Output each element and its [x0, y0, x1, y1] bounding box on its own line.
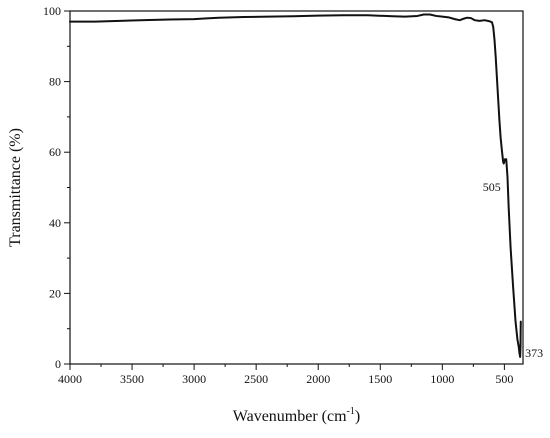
x-tick-label: 1500: [368, 372, 392, 386]
x-axis-title: Wavenumber (cm-1): [233, 406, 360, 425]
plot-frame-group: [69, 10, 524, 365]
x-tick-label: 3500: [120, 372, 144, 386]
x-axis-title-main: Wavenumber (cm: [233, 408, 347, 425]
x-tick-label: 1000: [430, 372, 454, 386]
x-axis-title-tail: ): [355, 408, 360, 425]
y-axis-title: Transmittance (%): [7, 128, 24, 247]
peak-annotation: 505: [483, 180, 501, 194]
series-group: [69, 13, 522, 358]
x-tick-label: 2500: [244, 372, 268, 386]
series-line: [69, 13, 522, 358]
plot-frame: [69, 10, 524, 365]
y-tick-label: 80: [49, 75, 61, 89]
y-tick-label: 100: [43, 4, 61, 18]
y-tick-label: 0: [55, 357, 61, 371]
x-tick-label: 3000: [182, 372, 206, 386]
x-tick-label: 2000: [306, 372, 330, 386]
x-tick-label: 500: [495, 372, 513, 386]
y-tick-label: 60: [49, 145, 61, 159]
x-axis-title-superscript: -1: [347, 406, 355, 417]
annotations-group: 505 373: [483, 180, 543, 360]
y-tick-label: 40: [49, 216, 61, 230]
x-tick-label: 4000: [58, 372, 82, 386]
peak-annotation: 373: [525, 346, 543, 360]
ticks-group: 4000 3500 3000 2500 2000 1500 1000 500 0 20 40 60 80…: [43, 4, 513, 386]
y-tick-label: 20: [49, 286, 61, 300]
